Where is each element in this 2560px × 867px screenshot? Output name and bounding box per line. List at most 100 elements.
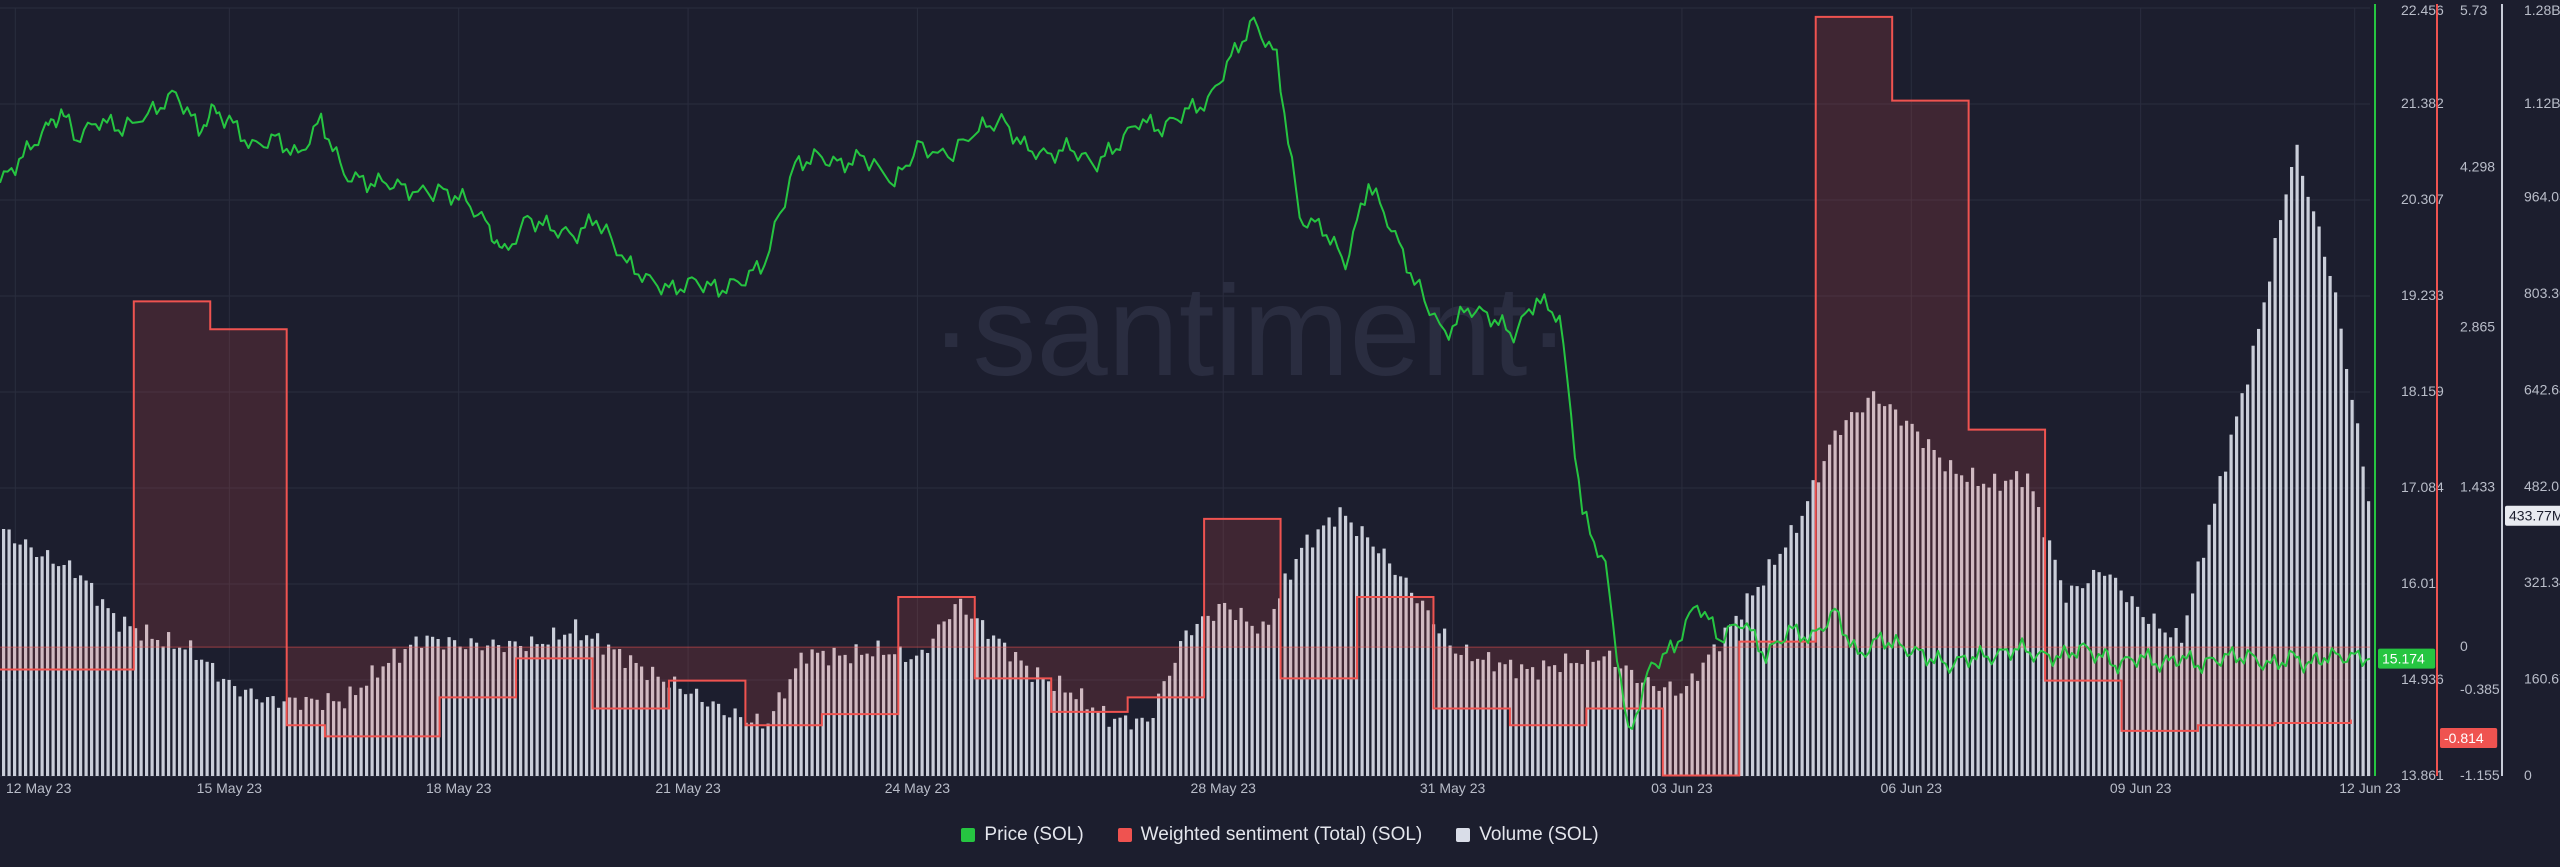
volume-badge-bg [2505,505,2560,526]
volume-bar [596,633,600,776]
volume-bar [695,688,699,776]
volume-bar [546,644,550,776]
legend-label-sentiment: Weighted sentiment (Total) (SOL) [1140,824,1423,845]
volume-bar [574,619,578,776]
volume-bar [678,688,682,776]
volume-bar [1641,682,1645,776]
volume-bar [376,677,380,776]
volume-bar [1580,664,1584,776]
legend-label-volume: Volume (SOL) [1479,824,1599,845]
volume-bar [519,645,523,776]
volume-bar [1833,430,1837,776]
volume-bar [1239,607,1243,776]
volume-bar [744,722,748,776]
volume-bar [403,649,407,776]
volume-bar [711,701,715,776]
volume-bar [717,703,721,776]
volume-bar [1635,683,1639,776]
volume-bar [1025,665,1029,776]
volume-bar [1789,525,1793,776]
volume-bar [2312,211,2316,777]
volume-bar [799,652,803,776]
volume-bar [288,697,292,776]
volume-bar [1712,644,1716,776]
volume-bar [2152,613,2156,776]
volume-bar [13,543,17,776]
volume-bar [1679,693,1683,776]
volume-bar [1421,600,1425,776]
x-tick-label: 24 May 23 [885,780,951,796]
volume-bar [1811,480,1815,776]
volume-bar [1074,699,1078,776]
legend-item-volume[interactable]: Volume (SOL) [1456,824,1599,846]
volume-bar [612,649,616,776]
volume-bar [2306,196,2310,776]
volume-bar [909,659,913,776]
volume-bar [997,638,1001,776]
volume-bar [2004,480,2008,776]
volume-bar [915,655,919,776]
volume-bar [1773,564,1777,776]
legend-item-price[interactable]: Price (SOL) [961,824,1084,846]
volume-bar [7,529,11,776]
volume-bar [128,626,132,776]
volume-bar [431,636,435,776]
volume-bar [1261,621,1265,776]
volume-bar [2262,302,2266,776]
volume-bar [233,686,237,776]
volume-bar [684,694,688,776]
volume-bar [68,560,72,776]
volume-bar [216,681,220,776]
volume-bar [854,644,858,776]
volume-bar [1437,633,1441,776]
volume-bar [1481,659,1485,776]
volume-bar [783,698,787,776]
volume-bar [1316,529,1320,776]
volume-bar [794,668,798,776]
volume-bar [24,539,28,776]
volume-bar [1597,660,1601,776]
volume-bar [1800,515,1804,776]
volume-bar [1586,649,1590,776]
legend-swatch-volume [1456,828,1471,842]
volume-bar [205,661,209,776]
volume-bar [1443,628,1447,776]
volume-bar [1762,585,1766,776]
price-tick-label: 14.936 [2401,671,2444,687]
volume-bar [959,598,963,776]
volume-bar [1905,420,1909,776]
price-tick-label: 20.307 [2401,191,2444,207]
volume-bar [1140,717,1144,776]
volume-bar [1113,718,1117,776]
volume-bar [2284,194,2288,776]
volume-bar [1498,662,1502,776]
volume-bar [326,693,330,776]
volume-bar [1129,729,1133,776]
volume-bar [101,599,105,776]
volume-bar [1322,525,1326,776]
volume-bar [629,655,633,776]
volume-bar [266,697,270,776]
legend-item-sentiment[interactable]: Weighted sentiment (Total) (SOL) [1117,824,1423,846]
x-axis: 12 May 23 15 May 23 18 May 23 21 May 23 24 M… [6,780,2401,796]
volume-bar [975,618,979,776]
volume-bar [805,663,809,776]
volume-bar [1333,526,1337,776]
volume-bar [387,662,391,776]
volume-bar [453,640,457,776]
volume-bar [79,575,83,776]
axes: 22.456 21.382 20.307 19.233 18.159 17.084 16.0… [2374,2,2560,783]
price-tick-label: 19.233 [2401,287,2444,303]
volume-bar [2147,623,2151,776]
volume-bar [458,646,462,776]
volume-bar [1080,688,1084,776]
volume-bar [755,713,759,776]
volume-bar [1872,391,1876,776]
volume-bar [1157,693,1161,776]
volume-bar [293,697,297,776]
volume-bar [1217,603,1221,776]
volume-bar [2356,423,2360,776]
sentiment-tick-label: 4.298 [2460,159,2495,175]
volume-bar [1305,534,1309,776]
volume-bar [57,566,61,776]
